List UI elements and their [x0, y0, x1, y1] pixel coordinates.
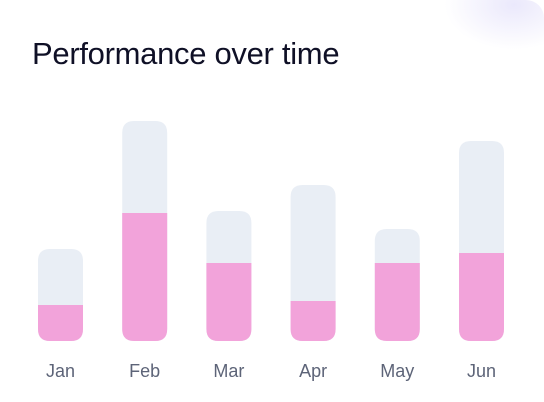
bar-value-may — [375, 263, 420, 341]
bar-group-mar: Mar — [206, 211, 251, 381]
x-tick-label-feb: Feb — [129, 361, 160, 381]
bar-group-jan: Jan — [38, 249, 83, 381]
bar-group-jun: Jun — [459, 141, 504, 381]
bar-group-may: May — [375, 229, 420, 381]
bar-value-mar — [206, 263, 251, 341]
x-tick-label-jan: Jan — [46, 361, 75, 381]
bar-value-jan — [38, 305, 83, 341]
x-tick-label-apr: Apr — [299, 361, 327, 381]
bar-value-jun — [459, 253, 504, 341]
bar-group-apr: Apr — [291, 185, 336, 381]
x-tick-label-mar: Mar — [213, 361, 244, 381]
x-tick-label-may: May — [380, 361, 414, 381]
bar-value-feb — [122, 213, 167, 341]
bar-value-apr — [291, 301, 336, 341]
bar-group-feb: Feb — [122, 121, 167, 381]
x-tick-label-jun: Jun — [467, 361, 496, 381]
